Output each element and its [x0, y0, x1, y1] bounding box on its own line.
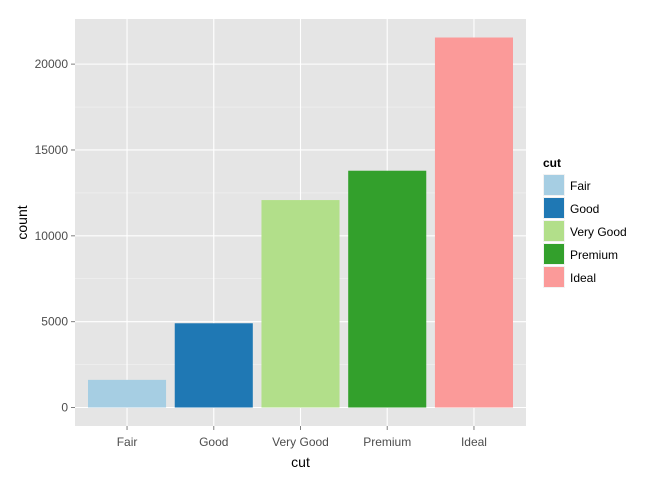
legend-label: Very Good [570, 225, 627, 239]
bars [88, 37, 513, 408]
y-tick-label: 10000 [35, 229, 69, 243]
y-tick-label: 0 [61, 400, 68, 414]
legend: cut Fair Good Very Good Premium Ideal [543, 156, 627, 288]
bar-premium [348, 170, 427, 408]
legend-swatch [544, 221, 564, 241]
bar-good [174, 323, 253, 408]
bar-fair [88, 379, 167, 408]
legend-swatch [544, 175, 564, 195]
legend-title: cut [543, 156, 561, 170]
x-tick-label: Premium [363, 435, 411, 449]
legend-items: Fair Good Very Good Premium Ideal [543, 174, 627, 288]
x-axis-title: cut [291, 454, 310, 470]
x-tick-label: Fair [117, 435, 138, 449]
x-tick-label: Very Good [272, 435, 329, 449]
y-axis-title: count [14, 205, 30, 239]
legend-swatch [544, 267, 564, 287]
x-axis: Fair Good Very Good Premium Ideal [117, 426, 487, 449]
bar-very-good [261, 200, 340, 408]
bar-ideal [434, 37, 513, 408]
y-tick-label: 5000 [41, 315, 68, 329]
y-tick-label: 20000 [35, 57, 69, 71]
y-axis: 0 5000 10000 15000 20000 [35, 57, 75, 414]
legend-swatch [544, 244, 564, 264]
legend-label: Premium [570, 248, 618, 262]
x-tick-label: Good [199, 435, 228, 449]
y-tick-label: 15000 [35, 143, 69, 157]
legend-label: Ideal [570, 271, 596, 285]
legend-swatch [544, 198, 564, 218]
legend-label: Fair [570, 179, 591, 193]
legend-label: Good [570, 202, 599, 216]
x-tick-label: Ideal [461, 435, 487, 449]
